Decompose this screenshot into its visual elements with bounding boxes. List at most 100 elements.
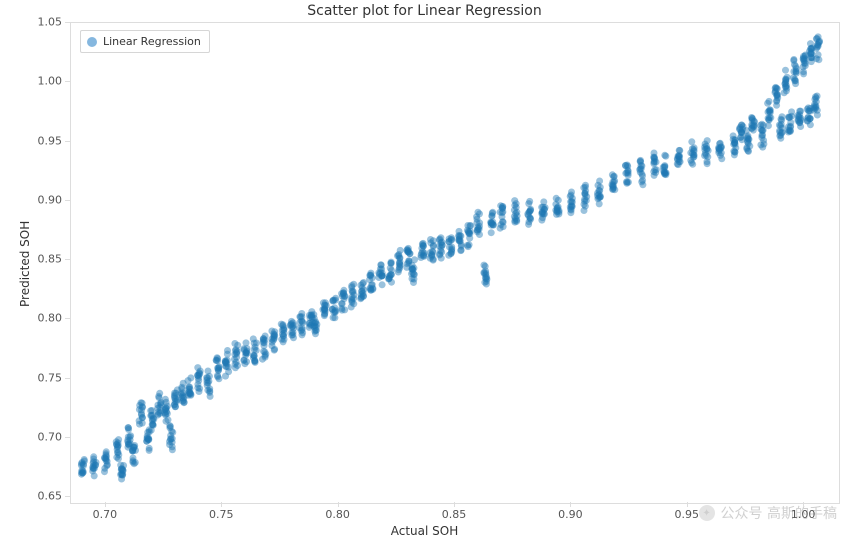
scatter-point <box>369 285 376 292</box>
scatter-point <box>704 160 711 167</box>
scatter-point <box>816 38 823 45</box>
y-tick-label: 0.80 <box>34 312 62 325</box>
scatter-point <box>101 465 108 472</box>
scatter-point <box>500 219 507 226</box>
scatter-point <box>168 428 175 435</box>
y-tick-label: 0.70 <box>34 430 62 443</box>
y-tick-label: 0.95 <box>34 134 62 147</box>
scatter-point <box>701 152 708 159</box>
y-tick-label: 1.00 <box>34 75 62 88</box>
y-tick-label: 1.05 <box>34 16 62 29</box>
scatter-point <box>774 92 781 99</box>
scatter-point <box>488 229 495 236</box>
scatter-point <box>91 465 98 472</box>
scatter-point <box>299 331 306 338</box>
scatter-point <box>243 358 250 365</box>
scatter-point <box>262 333 269 340</box>
y-tick <box>65 81 70 82</box>
legend-label: Linear Regression <box>103 35 201 48</box>
y-tick-label: 0.65 <box>34 490 62 503</box>
scatter-point <box>269 342 276 349</box>
scatter-point <box>788 108 795 115</box>
scatter-point <box>746 136 753 143</box>
scatter-point <box>358 293 365 300</box>
scatter-point <box>800 64 807 71</box>
scatter-point <box>359 280 366 287</box>
scatter-point <box>429 252 436 259</box>
scatter-point <box>807 121 814 128</box>
scatter-point <box>661 171 668 178</box>
x-tick <box>221 502 222 507</box>
y-tick <box>65 22 70 23</box>
scatter-canvas <box>71 23 839 503</box>
scatter-point <box>129 448 136 455</box>
scatter-point <box>313 324 320 331</box>
scatter-point <box>187 391 194 398</box>
scatter-point <box>473 219 480 226</box>
scatter-point <box>252 359 259 366</box>
scatter-point <box>280 321 287 328</box>
x-tick-label: 0.80 <box>325 508 350 521</box>
scatter-point <box>582 191 589 198</box>
scatter-point <box>610 185 617 192</box>
x-tick-label: 0.75 <box>209 508 234 521</box>
scatter-point <box>394 252 401 259</box>
scatter-point <box>467 222 474 229</box>
scatter-point <box>812 93 819 100</box>
scatter-point <box>216 363 223 370</box>
x-tick <box>803 502 804 507</box>
scatter-point <box>339 307 346 314</box>
scatter-point <box>271 328 278 335</box>
scatter-point <box>716 146 723 153</box>
scatter-point <box>214 373 221 380</box>
scatter-point <box>322 299 329 306</box>
scatter-point <box>244 345 251 352</box>
y-tick <box>65 437 70 438</box>
scatter-point <box>409 269 416 276</box>
scatter-point <box>567 203 574 210</box>
scatter-point <box>582 184 589 191</box>
scatter-point <box>779 113 786 120</box>
scatter-point <box>196 385 203 392</box>
scatter-point <box>332 295 339 302</box>
scatter-point <box>688 159 695 166</box>
scatter-point <box>197 368 204 375</box>
scatter-point <box>162 396 169 403</box>
scatter-point <box>745 148 752 155</box>
scatter-point <box>125 424 132 431</box>
x-tick <box>687 502 688 507</box>
scatter-point <box>581 201 588 208</box>
scatter-point <box>482 263 489 270</box>
scatter-point <box>321 312 328 319</box>
x-tick-label: 0.95 <box>674 508 699 521</box>
scatter-point <box>203 377 210 384</box>
scatter-point <box>262 354 269 361</box>
y-axis-label: Predicted SOH <box>18 221 32 307</box>
scatter-point <box>139 404 146 411</box>
scatter-point <box>737 134 744 141</box>
scatter-point <box>379 281 386 288</box>
scatter-point <box>511 219 518 226</box>
x-tick <box>570 502 571 507</box>
scatter-point <box>396 265 403 272</box>
scatter-point <box>340 291 347 298</box>
scatter-point <box>90 458 97 465</box>
y-tick-label: 0.75 <box>34 371 62 384</box>
scatter-point <box>674 160 681 167</box>
y-tick <box>65 318 70 319</box>
scatter-point <box>418 252 425 259</box>
scatter-point <box>639 172 646 179</box>
chart-title: Scatter plot for Linear Regression <box>0 3 849 19</box>
scatter-point <box>541 211 548 218</box>
scatter-point <box>388 271 395 278</box>
scatter-point <box>115 442 122 449</box>
wechat-icon: ✦ <box>699 505 715 521</box>
scatter-point <box>540 204 547 211</box>
scatter-point <box>797 108 804 115</box>
y-tick <box>65 141 70 142</box>
scatter-point <box>136 421 143 428</box>
scatter-point <box>178 390 185 397</box>
scatter-point <box>759 144 766 151</box>
scatter-point <box>795 117 802 124</box>
scatter-point <box>206 389 213 396</box>
